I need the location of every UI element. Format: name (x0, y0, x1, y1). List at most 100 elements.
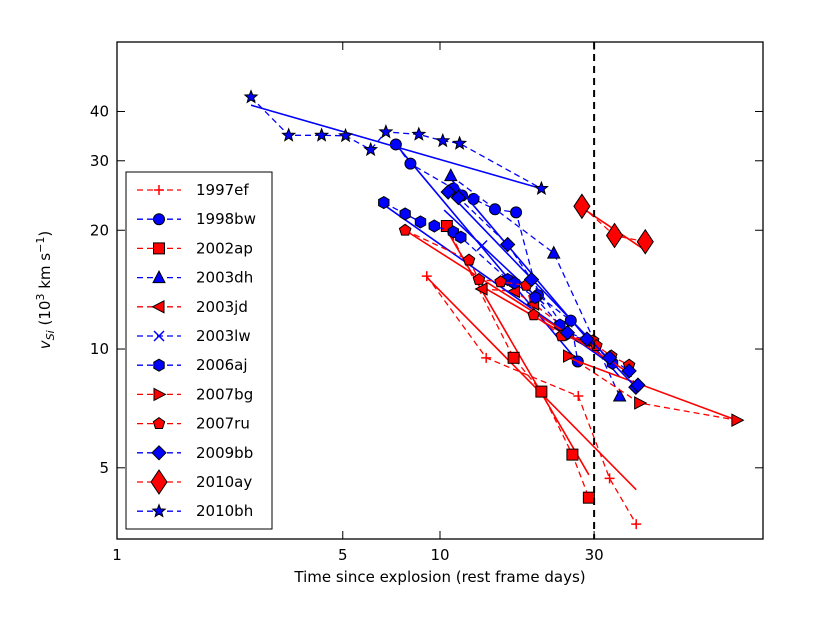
series-2010ay (573, 193, 654, 255)
y-axis-title: vSi (103 km s−1) (34, 231, 57, 349)
data-point-2010bh (243, 89, 259, 104)
data-point-2003dh (546, 245, 561, 259)
y-tick-label: 10 (90, 340, 109, 358)
legend-label: 2010ay (196, 473, 252, 491)
data-point-2010bh (378, 123, 394, 139)
legend-label: 2009bb (196, 444, 253, 462)
legend-entry-1998bw: 1998bw (137, 210, 256, 228)
data-point-2010ay (605, 222, 624, 249)
data-point-2002ap (507, 351, 520, 364)
y-tick-label: 40 (90, 102, 109, 120)
legend-marker-2002ap (153, 242, 165, 255)
legend-label: 1998bw (196, 210, 256, 228)
legend-label: 2007bg (196, 385, 253, 403)
y-tick-label: 5 (99, 459, 109, 477)
data-point-2010bh (411, 126, 427, 141)
data-point-2009bb (621, 363, 637, 379)
data-point-2006aj (529, 291, 541, 305)
data-point-2002ap (566, 448, 579, 461)
y-axis-unit-open: (10 (36, 301, 54, 331)
legend-entry-2003lw: 2003lw (137, 327, 251, 345)
series-1997ef (421, 271, 642, 530)
data-point-2009bb (450, 189, 467, 206)
data-point-1997ef (481, 352, 492, 363)
data-point-2007ru (462, 253, 476, 266)
data-point-2009bb (630, 377, 646, 393)
data-point-2010ay (573, 193, 591, 220)
connect-line-2010bh (250, 96, 542, 190)
data-point-2002ap (535, 385, 548, 398)
legend-entry-2006aj: 2006aj (137, 356, 248, 374)
connect-line-2009bb (447, 191, 639, 389)
data-point-2002ap (582, 491, 595, 504)
legend-marker-2007bg (153, 387, 167, 402)
legend-label: 2006aj (196, 356, 248, 374)
data-point-1998bw (404, 157, 417, 170)
series-2007bg (563, 349, 745, 428)
data-point-2010bh (338, 127, 354, 143)
data-point-1997ef (573, 391, 584, 402)
legend: 1997ef 1998bw 2002ap 2003dh 2003jd 2003lw 2006… (125, 171, 273, 530)
data-point-2002ap (440, 220, 453, 233)
data-point-2010bh (281, 127, 297, 142)
legend-entry-2010bh: 2010bh (137, 502, 253, 520)
data-point-2006aj (508, 276, 521, 290)
fit-line-2007bg (568, 357, 738, 421)
series-2009bb (440, 184, 646, 395)
legend-entry-2003jd: 2003jd (137, 298, 248, 316)
legend-marker-1998bw (153, 213, 165, 226)
y-axis-unit-close: ) (36, 231, 54, 237)
legend-entry-2010ay: 2010ay (137, 469, 252, 495)
legend-entry-2002ap: 2002ap (137, 239, 253, 257)
legend-label: 2010bh (196, 502, 253, 520)
legend-entry-2007bg: 2007bg (137, 385, 253, 403)
data-point-2009bb (440, 184, 456, 200)
legend-marker-2003lw (153, 330, 165, 342)
data-point-2010bh (533, 180, 549, 196)
legend-marker-2007ru (152, 416, 166, 429)
data-point-2009bb (523, 271, 540, 288)
data-point-2007ru (472, 272, 486, 285)
data-point-2010bh (452, 135, 468, 150)
legend-label: 2002ap (196, 239, 253, 257)
y-axis-unit-mid: km s (36, 253, 54, 294)
legend-entry-2003dh: 2003dh (137, 269, 253, 287)
x-tick-label: 5 (338, 546, 348, 564)
data-point-2010bh (435, 132, 451, 148)
data-point-2003lw (476, 239, 488, 252)
data-point-2006aj (428, 219, 440, 233)
legend-entry-1997ef: 1997ef (137, 181, 249, 199)
data-point-1997ef (631, 519, 642, 530)
series-2010bh (243, 89, 549, 196)
axis-ticks: 1 5 10 30 5 10 20 30 40 (90, 42, 763, 564)
data-point-2009bb (579, 331, 595, 347)
fit-line-2010bh (250, 104, 542, 190)
fit-line-1998bw (395, 143, 579, 362)
x-tick-label: 10 (430, 546, 449, 564)
x-tick-label: 30 (585, 546, 604, 564)
data-point-2003jd (474, 282, 488, 296)
legend-label: 2007ru (196, 415, 250, 433)
x-axis-title: Time since explosion (rest frame days) (293, 568, 585, 586)
data-point-2007bg (731, 413, 745, 428)
data-point-2003dh (443, 168, 458, 182)
y-axis-unit-exp2: −1 (34, 237, 47, 253)
data-point-1997ef (421, 271, 432, 282)
data-point-2006aj (399, 207, 411, 221)
legend-marker-2003jd (151, 299, 165, 314)
data-point-2010bh (363, 141, 379, 157)
data-point-2007ru (398, 223, 412, 236)
data-point-2006aj (414, 215, 427, 229)
series-layer (243, 89, 745, 530)
data-point-2010bh (314, 127, 330, 142)
data-point-2007ru (494, 275, 507, 288)
legend-marker-2003dh (152, 270, 166, 284)
legend-marker-2006aj (153, 358, 165, 372)
x-tick-label: 1 (112, 546, 122, 564)
data-point-2007bg (634, 396, 648, 410)
legend-label: 2003lw (196, 327, 251, 345)
legend-entry-2009bb: 2009bb (137, 444, 253, 462)
y-axis-unit-exp: 3 (34, 294, 47, 301)
fit-line-2007ru (404, 229, 630, 374)
